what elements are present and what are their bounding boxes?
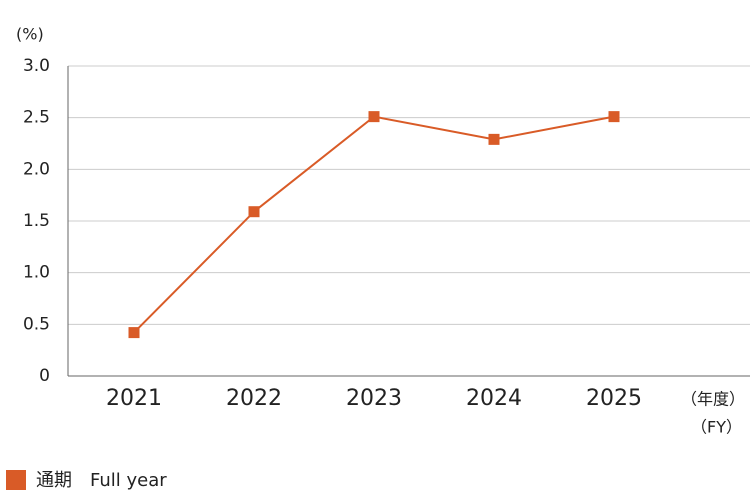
legend-swatch <box>6 470 26 490</box>
y-tick-label: 2.0 <box>23 159 50 179</box>
x-tick-label: 2021 <box>106 386 162 411</box>
x-tick-label: 2022 <box>226 386 282 411</box>
y-tick-label: 1.5 <box>23 211 50 231</box>
marker <box>488 133 500 145</box>
x-label: （年度） <box>681 390 745 409</box>
marker <box>608 111 620 123</box>
y-tick-label: 0 <box>39 366 50 386</box>
line <box>133 115 615 334</box>
marker <box>128 327 140 339</box>
y-tick-label: 1.0 <box>23 263 50 283</box>
y-tick-label: 2.5 <box>23 108 50 128</box>
y-tick-label: 3.0 <box>23 56 50 76</box>
x-label: （FY） <box>691 418 742 437</box>
x-tick-label: 2023 <box>346 386 402 411</box>
y-unit: (%) <box>16 25 44 44</box>
marker <box>248 206 260 218</box>
x-tick-label: 2025 <box>586 386 642 411</box>
marker <box>368 111 380 123</box>
y-tick-label: 0.5 <box>23 314 50 334</box>
x-tick-label: 2024 <box>466 386 522 411</box>
legend-label: 通期 Full year <box>36 470 167 491</box>
